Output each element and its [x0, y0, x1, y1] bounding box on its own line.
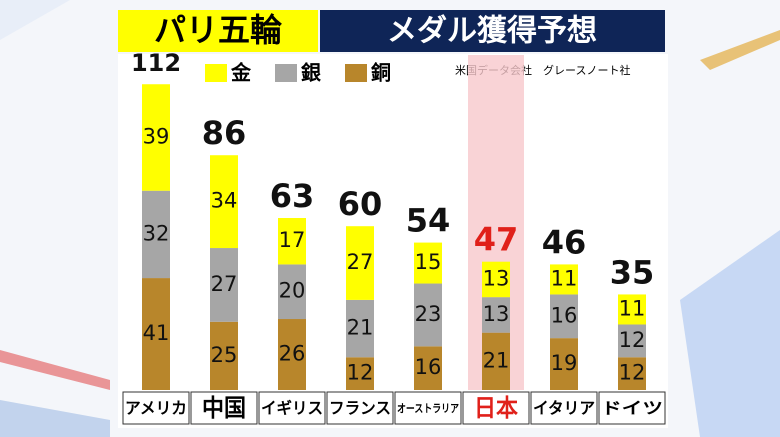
value-label: 21	[483, 348, 510, 372]
bar-segment	[618, 357, 646, 390]
legend: 金銀銅	[205, 61, 391, 85]
x-tick-label: イギリス	[261, 399, 323, 418]
legend-swatch	[345, 64, 367, 82]
x-tick-label: アメリカ	[125, 399, 187, 418]
category-box	[258, 391, 326, 425]
bar-segment	[482, 261, 510, 298]
chart-subtitle: メダル獲得予想	[387, 14, 597, 49]
value-label: 21	[347, 316, 374, 340]
title-box	[118, 10, 318, 52]
x-tick-label: オーストラリア	[397, 402, 459, 415]
value-label: 27	[347, 250, 374, 274]
decoration	[680, 230, 780, 437]
bar-segment	[414, 283, 442, 347]
bar-segment	[278, 218, 306, 265]
x-tick-label: ドイツ	[601, 399, 663, 418]
total-label: 60	[338, 185, 383, 223]
bar-segment	[210, 155, 238, 249]
bar-segment	[414, 242, 442, 284]
value-label: 16	[551, 303, 578, 327]
value-label: 11	[551, 266, 578, 290]
value-label: 41	[143, 321, 170, 345]
bar-segment	[210, 248, 238, 322]
x-tick-label: イタリア	[533, 399, 595, 418]
legend-label: 金	[230, 61, 252, 85]
bar-segment	[210, 321, 238, 390]
total-label: 46	[542, 223, 587, 261]
value-label: 13	[483, 302, 510, 326]
total-label: 54	[406, 202, 451, 240]
bar-segment	[278, 319, 306, 390]
category-box	[326, 391, 394, 425]
bar-segment	[142, 190, 170, 279]
category-box	[598, 391, 666, 425]
total-label: 47	[474, 221, 519, 259]
category-box	[122, 391, 190, 425]
bar-segment	[550, 338, 578, 390]
bar-segment	[142, 84, 170, 191]
legend-swatch	[205, 64, 227, 82]
bar-segment	[618, 294, 646, 325]
value-label: 12	[619, 328, 646, 352]
x-tick-label: 中国	[202, 394, 246, 422]
bar-segment	[550, 294, 578, 339]
total-label: 86	[202, 114, 247, 152]
decoration	[0, 0, 70, 40]
bar-segment	[550, 264, 578, 295]
plot: 41 32 39 112 アメリカ 25 27 34 86 中国 26 20 17 63 イギリス 12 21 2…	[122, 49, 666, 425]
legend-label: 銀	[301, 61, 321, 85]
legend-swatch	[275, 64, 297, 82]
bar-segment	[482, 332, 510, 390]
bar-segment	[142, 278, 170, 390]
value-label: 16	[415, 355, 442, 379]
total-label: 35	[610, 253, 655, 291]
chart-title: パリ五輪	[154, 11, 282, 49]
value-label: 26	[279, 342, 306, 366]
legend-label: 銅	[371, 61, 391, 85]
category-box	[462, 391, 530, 425]
bar-segment	[482, 297, 510, 333]
bar-segment	[346, 226, 374, 300]
total-label: 63	[270, 177, 315, 215]
value-label: 20	[279, 279, 306, 303]
value-label: 34	[211, 189, 238, 213]
value-label: 27	[211, 272, 238, 296]
value-label: 32	[143, 221, 170, 245]
bar-segment	[278, 264, 306, 320]
value-label: 12	[619, 361, 646, 385]
value-label: 17	[279, 228, 306, 252]
value-label: 25	[211, 343, 238, 367]
bar-segment	[346, 357, 374, 390]
bar-segment	[414, 346, 442, 390]
category-box	[530, 391, 598, 425]
bar-segment	[346, 299, 374, 358]
x-tick-label: フランス	[329, 399, 391, 418]
value-label: 15	[415, 250, 442, 274]
value-label: 12	[347, 361, 374, 385]
value-label: 11	[619, 296, 646, 320]
value-label: 13	[483, 266, 510, 290]
decoration	[0, 400, 110, 437]
decoration	[0, 350, 110, 390]
value-label: 39	[143, 124, 170, 148]
value-label: 23	[415, 302, 442, 326]
subtitle-box	[320, 10, 665, 52]
category-box	[394, 391, 462, 425]
total-label: 112	[131, 49, 181, 77]
value-label: 19	[551, 351, 578, 375]
bar-segment	[618, 324, 646, 358]
category-box	[190, 391, 258, 425]
decoration	[700, 30, 780, 70]
x-tick-label: 日本	[474, 394, 518, 422]
